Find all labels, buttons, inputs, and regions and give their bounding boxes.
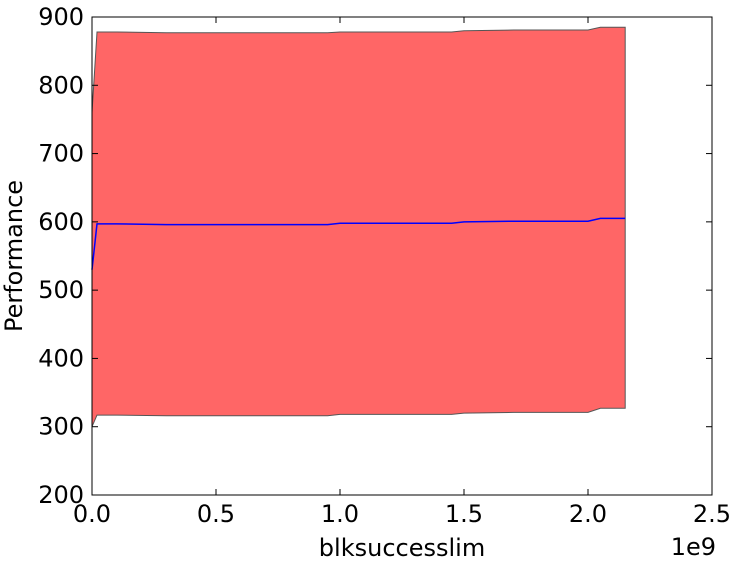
confidence-band <box>91 26 626 427</box>
mean-line <box>91 217 626 270</box>
y-tick-label: 900 <box>38 3 84 31</box>
plot-frame <box>91 16 713 496</box>
x-tick-label: 2.0 <box>569 500 607 528</box>
x-tick-label: 1.5 <box>445 500 483 528</box>
plot-area <box>91 26 626 427</box>
x-tick-label: 0.5 <box>197 500 235 528</box>
x-tick-label: 2.5 <box>693 500 731 528</box>
x-tick-label: 0.0 <box>73 500 111 528</box>
y-tick-label: 500 <box>38 276 84 304</box>
y-tick-label: 200 <box>38 481 84 509</box>
y-axis-label: Performance <box>0 180 28 332</box>
y-tick-label: 400 <box>38 344 84 372</box>
x-axis-offset-label: 1e9 <box>671 533 716 561</box>
y-tick-label: 700 <box>38 140 84 168</box>
x-tick-label: 1.0 <box>321 500 359 528</box>
y-tick-label: 300 <box>38 413 84 441</box>
y-tick-label: 600 <box>38 208 84 236</box>
x-axis-label: blksuccesslim <box>319 534 485 562</box>
y-tick-label: 800 <box>38 71 84 99</box>
axis-ticks: 0.0 0.5 1.0 1.5 2.0 2.5 200 300 400 500 600 700 800 9… <box>38 3 731 528</box>
